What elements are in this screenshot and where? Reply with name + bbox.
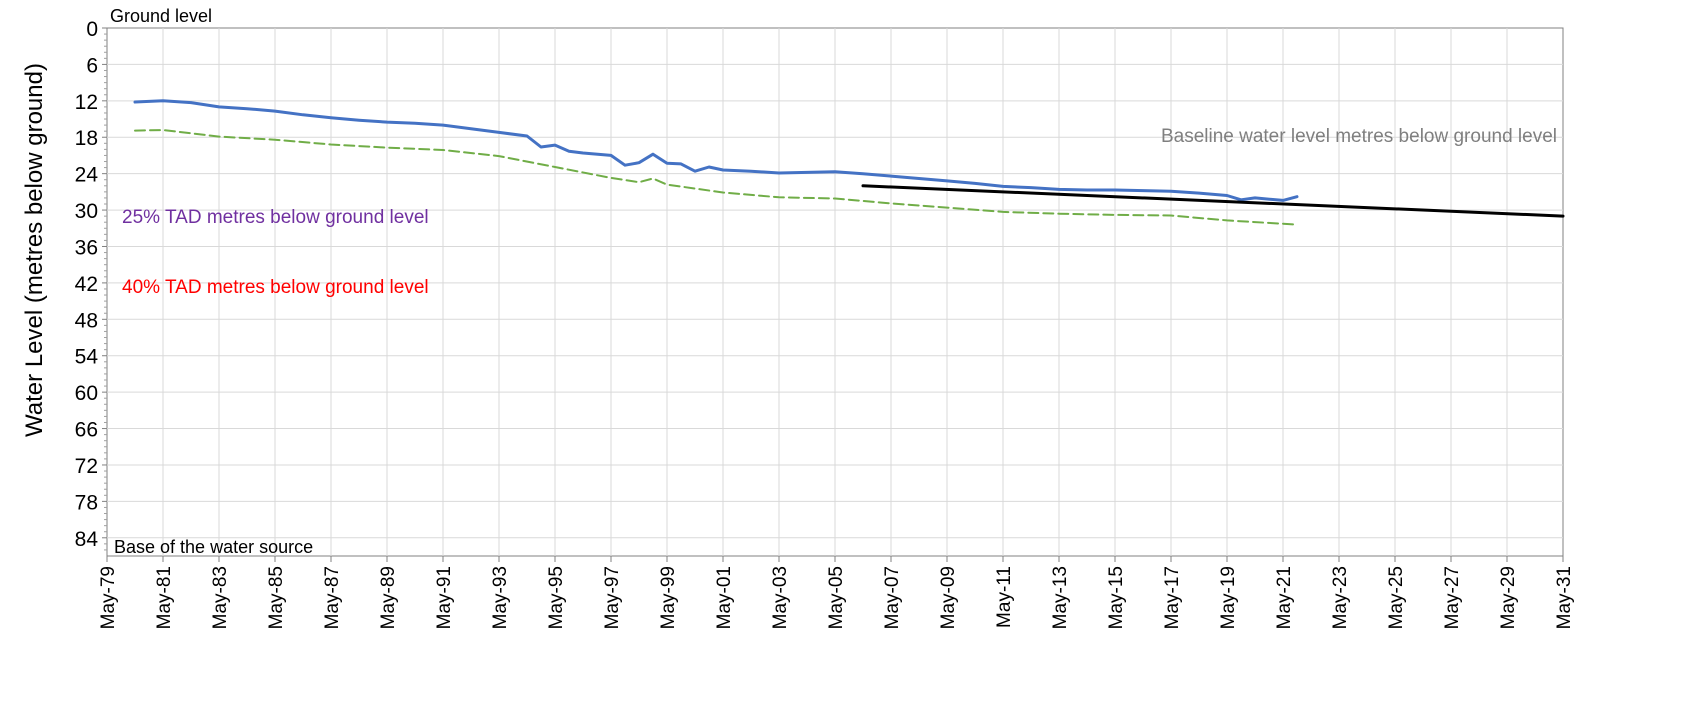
y-axis-title: Water Level (metres below ground)	[21, 63, 48, 437]
y-tick-label: 48	[75, 309, 98, 332]
annotation-tad-25: 25% TAD metres below ground level	[122, 207, 429, 228]
series-line-1	[134, 129, 1298, 226]
x-tick-label: May-19	[1218, 566, 1239, 629]
x-tick-label: May-31	[1554, 566, 1575, 629]
series-lines	[133, 99, 1565, 226]
x-tick-label: May-09	[938, 566, 959, 629]
x-tick-label: May-83	[210, 566, 231, 629]
y-tick-label: 66	[75, 419, 98, 442]
annotation-baseline: Baseline water level metres below ground…	[1161, 126, 1557, 147]
annotation-tad-40: 40% TAD metres below ground level	[122, 277, 429, 298]
x-tick-label: May-85	[266, 566, 287, 629]
annotation-ground-level: Ground level	[110, 6, 212, 26]
x-tick-label: May-81	[154, 566, 175, 629]
x-tick-label: May-03	[770, 566, 791, 629]
x-tick-label: May-89	[378, 566, 399, 629]
y-axis-ticks: 0 6 12 18 24 30 36 42 48 54 60 66 72 78 84	[75, 18, 107, 551]
y-tick-label: 30	[75, 200, 98, 223]
x-tick-label: May-05	[826, 566, 847, 629]
y-tick-label: 42	[75, 273, 98, 296]
x-tick-label: May-95	[546, 566, 567, 629]
y-tick-label: 36	[75, 236, 98, 259]
y-tick-label: 60	[75, 382, 98, 405]
series-line-2	[861, 184, 1565, 218]
x-tick-label: May-27	[1442, 566, 1463, 629]
x-tick-label: May-13	[1050, 566, 1071, 629]
x-tick-label: May-93	[490, 566, 511, 629]
y-tick-label: 84	[75, 528, 99, 551]
x-tick-label: May-11	[994, 566, 1015, 628]
y-tick-label: 78	[75, 491, 98, 514]
x-tick-label: May-99	[658, 566, 679, 629]
grid-lines	[107, 28, 1563, 556]
x-tick-label: May-07	[882, 566, 903, 629]
x-axis-ticks: May-79 May-81 May-83 May-85 May-87 May-89 May-…	[98, 556, 1575, 629]
x-tick-label: May-15	[1106, 566, 1127, 629]
x-tick-label: May-21	[1274, 566, 1295, 629]
y-tick-label: 12	[75, 91, 98, 114]
x-tick-label: May-97	[602, 566, 623, 629]
y-tick-label: 72	[75, 455, 98, 478]
y-tick-label: 54	[75, 346, 99, 369]
x-tick-label: May-91	[434, 566, 455, 629]
y-tick-label: 6	[86, 54, 98, 77]
x-tick-label: May-01	[714, 566, 735, 629]
x-tick-label: May-23	[1330, 566, 1351, 629]
x-tick-label: May-79	[98, 566, 119, 629]
y-tick-label: 24	[75, 164, 99, 187]
x-tick-label: May-87	[322, 566, 343, 629]
series-line-0	[133, 99, 1299, 202]
annotation-base-water-source: Base of the water source	[114, 537, 313, 557]
y-tick-label: 18	[75, 127, 98, 150]
y-tick-label: 0	[86, 18, 98, 41]
x-tick-label: May-17	[1162, 566, 1183, 629]
x-tick-label: May-29	[1498, 566, 1519, 629]
x-tick-label: May-25	[1386, 566, 1407, 629]
